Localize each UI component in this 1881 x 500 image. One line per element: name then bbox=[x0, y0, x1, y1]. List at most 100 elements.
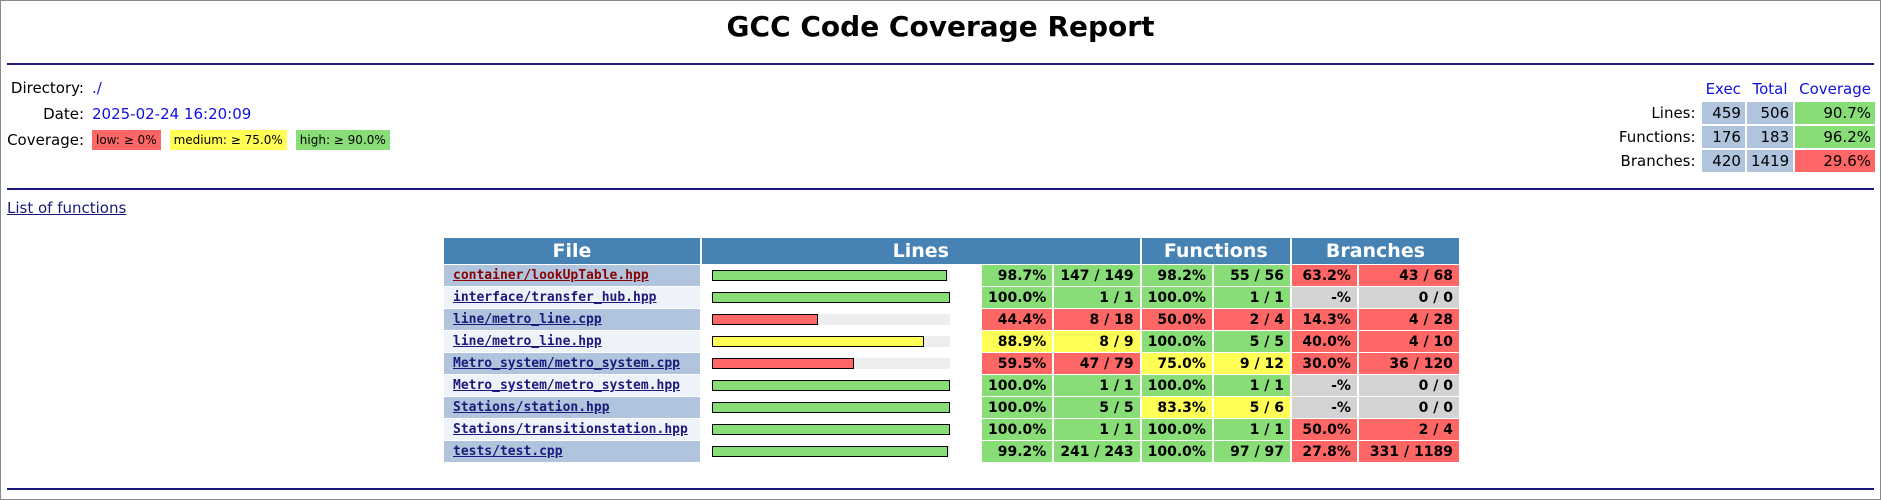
line-coverage-bar bbox=[702, 309, 980, 330]
line-coverage-bar bbox=[702, 265, 980, 286]
summary-col-exec: Exec bbox=[1705, 80, 1741, 98]
summary-header-row: Exec Total Coverage bbox=[1615, 78, 1875, 100]
coverage-table-body: container/lookUpTable.hpp 98.7% 147 / 149 9… bbox=[444, 265, 1459, 462]
function-count: 5 / 5 bbox=[1213, 331, 1290, 352]
line-pct: 100.0% bbox=[982, 419, 1053, 440]
coverage-bar-fill bbox=[712, 424, 950, 435]
file-cell: line/metro_line.hpp bbox=[444, 331, 700, 352]
coverage-bar-fill bbox=[712, 358, 854, 369]
function-count: 1 / 1 bbox=[1213, 287, 1290, 308]
summary-col-coverage: Coverage bbox=[1799, 80, 1871, 98]
branch-pct: 27.8% bbox=[1291, 441, 1357, 462]
line-coverage-bar bbox=[702, 287, 980, 308]
line-coverage-bar bbox=[702, 419, 980, 440]
file-link[interactable]: line/metro_line.cpp bbox=[453, 312, 602, 327]
legend-high: high: ≥ 90.0% bbox=[295, 130, 390, 150]
file-link[interactable]: container/lookUpTable.hpp bbox=[453, 268, 649, 283]
function-count: 9 / 12 bbox=[1213, 353, 1290, 374]
line-pct: 100.0% bbox=[982, 287, 1053, 308]
summary-exec: 420 bbox=[1701, 150, 1745, 172]
file-cell: tests/test.cpp bbox=[444, 441, 700, 462]
coverage-bar-fill bbox=[712, 402, 950, 413]
line-count: 8 / 9 bbox=[1054, 331, 1140, 352]
coverage-bar-track bbox=[712, 446, 950, 457]
coverage-bar-track bbox=[712, 358, 950, 369]
table-row: Stations/station.hpp 100.0% 5 / 5 83.3% 5 / … bbox=[444, 397, 1459, 418]
branch-pct: 30.0% bbox=[1291, 353, 1357, 374]
function-pct: 100.0% bbox=[1141, 375, 1212, 396]
summary-coverage: 96.2% bbox=[1795, 126, 1875, 148]
branch-count: 2 / 4 bbox=[1358, 419, 1459, 440]
summary-row-lines: Lines: 459 506 90.7% bbox=[1615, 102, 1875, 124]
line-count: 1 / 1 bbox=[1054, 287, 1140, 308]
branch-pct: 40.0% bbox=[1291, 331, 1357, 352]
directory-label: Directory: bbox=[10, 79, 84, 97]
coverage-bar-fill bbox=[712, 314, 818, 325]
function-pct: 50.0% bbox=[1141, 309, 1212, 330]
summary-coverage: 29.6% bbox=[1795, 150, 1875, 172]
line-pct: 88.9% bbox=[982, 331, 1053, 352]
legend-medium: medium: ≥ 75.0% bbox=[169, 130, 287, 150]
coverage-bar-track bbox=[712, 402, 950, 413]
branch-count: 4 / 28 bbox=[1358, 309, 1459, 330]
file-link[interactable]: tests/test.cpp bbox=[453, 444, 563, 459]
branch-count: 36 / 120 bbox=[1358, 353, 1459, 374]
summary-row-branches: Branches: 420 1419 29.6% bbox=[1615, 150, 1875, 172]
function-count: 2 / 4 bbox=[1213, 309, 1290, 330]
summary-table: Exec Total Coverage Lines: 459 506 90.7%… bbox=[1613, 76, 1877, 174]
summary-coverage: 90.7% bbox=[1795, 102, 1875, 124]
function-pct: 100.0% bbox=[1141, 287, 1212, 308]
branch-count: 4 / 10 bbox=[1358, 331, 1459, 352]
bottom-divider bbox=[7, 488, 1874, 490]
date-value: 2025-02-24 16:20:09 bbox=[92, 105, 252, 123]
line-count: 1 / 1 bbox=[1054, 375, 1140, 396]
list-of-functions-link[interactable]: List of functions bbox=[7, 199, 127, 217]
file-link[interactable]: Metro_system/metro_system.cpp bbox=[453, 356, 680, 371]
table-row: container/lookUpTable.hpp 98.7% 147 / 149 9… bbox=[444, 265, 1459, 286]
line-coverage-bar bbox=[702, 397, 980, 418]
branch-count: 0 / 0 bbox=[1358, 375, 1459, 396]
line-count: 147 / 149 bbox=[1054, 265, 1140, 286]
line-coverage-bar bbox=[702, 441, 980, 462]
line-pct: 98.7% bbox=[982, 265, 1053, 286]
summary-total: 183 bbox=[1746, 126, 1794, 148]
line-pct: 99.2% bbox=[982, 441, 1053, 462]
line-count: 8 / 18 bbox=[1054, 309, 1140, 330]
coverage-legend: low: ≥ 0% medium: ≥ 75.0% high: ≥ 90.0% bbox=[92, 130, 390, 150]
coverage-table-header: File Lines Functions Branches bbox=[444, 238, 1459, 264]
table-row: Metro_system/metro_system.cpp 59.5% 47 / 7… bbox=[444, 353, 1459, 374]
summary-total: 1419 bbox=[1746, 150, 1794, 172]
col-file: File bbox=[444, 238, 700, 264]
file-cell: interface/transfer_hub.hpp bbox=[444, 287, 700, 308]
line-coverage-bar bbox=[702, 353, 980, 374]
summary-exec: 176 bbox=[1701, 126, 1745, 148]
branch-pct: -% bbox=[1291, 375, 1357, 396]
branch-count: 331 / 1189 bbox=[1358, 441, 1459, 462]
col-functions: Functions bbox=[1141, 238, 1290, 264]
summary-col-total: Total bbox=[1752, 80, 1788, 98]
function-pct: 100.0% bbox=[1141, 331, 1212, 352]
function-count: 5 / 6 bbox=[1213, 397, 1290, 418]
file-link[interactable]: Stations/transitionstation.hpp bbox=[453, 422, 688, 437]
line-pct: 59.5% bbox=[982, 353, 1053, 374]
file-cell: Metro_system/metro_system.cpp bbox=[444, 353, 700, 374]
summary-total: 506 bbox=[1746, 102, 1794, 124]
file-link[interactable]: interface/transfer_hub.hpp bbox=[453, 290, 657, 305]
file-link[interactable]: Metro_system/metro_system.hpp bbox=[453, 378, 680, 393]
coverage-bar-fill bbox=[712, 380, 950, 391]
file-link[interactable]: Stations/station.hpp bbox=[453, 400, 610, 415]
function-pct: 83.3% bbox=[1141, 397, 1212, 418]
line-count: 5 / 5 bbox=[1054, 397, 1140, 418]
branch-pct: -% bbox=[1291, 397, 1357, 418]
file-cell: container/lookUpTable.hpp bbox=[444, 265, 700, 286]
coverage-bar-fill bbox=[712, 292, 950, 303]
line-pct: 44.4% bbox=[982, 309, 1053, 330]
file-link[interactable]: line/metro_line.hpp bbox=[453, 334, 602, 349]
date-label: Date: bbox=[43, 105, 84, 123]
coverage-bar-track bbox=[712, 380, 950, 391]
summary-label: Branches: bbox=[1620, 152, 1696, 170]
coverage-bar-fill bbox=[712, 336, 924, 347]
table-row: line/metro_line.hpp 88.9% 8 / 9 100.0% 5 / 5… bbox=[444, 331, 1459, 352]
file-cell: Metro_system/metro_system.hpp bbox=[444, 375, 700, 396]
page-title: GCC Code Coverage Report bbox=[726, 10, 1155, 43]
